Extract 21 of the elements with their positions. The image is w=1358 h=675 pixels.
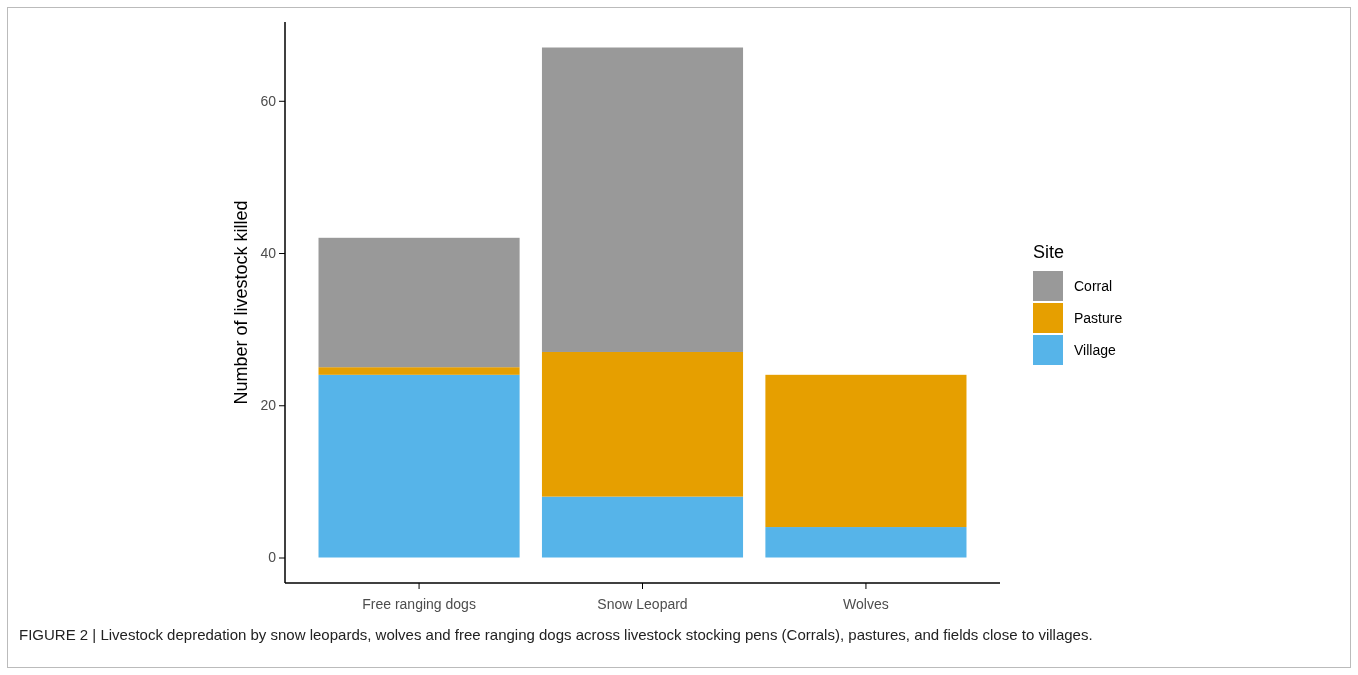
bar bbox=[765, 374, 967, 528]
y-tick-label: 0 bbox=[268, 549, 277, 566]
x-tick-label: Snow Leopard bbox=[597, 595, 688, 612]
caption: FIGURE 2 | Livestock depredation by snow leopards, wolves and free ranging dogs across livestock stocking pens (Corrals), pastures, and fields close to villages. bbox=[19, 626, 1093, 643]
legend-title: Site bbox=[1033, 242, 1065, 262]
legend-label: Corral bbox=[1074, 278, 1113, 294]
bar bbox=[318, 374, 520, 558]
legend-label: Village bbox=[1074, 342, 1116, 358]
bar bbox=[541, 496, 744, 558]
x-tick-label: Free ranging dogs bbox=[362, 595, 476, 612]
bar bbox=[541, 351, 744, 497]
bar bbox=[318, 237, 520, 368]
bar bbox=[765, 527, 967, 558]
y-tick-label: 60 bbox=[260, 92, 277, 109]
legend-label: Pasture bbox=[1074, 310, 1123, 326]
bar bbox=[541, 47, 744, 352]
x-tick-label: Wolves bbox=[843, 595, 889, 612]
y-tick-label: 20 bbox=[260, 397, 277, 414]
y-tick-label: 40 bbox=[260, 245, 277, 261]
y-axis-title: Number of livestock killed bbox=[231, 200, 251, 405]
bar bbox=[318, 367, 520, 375]
